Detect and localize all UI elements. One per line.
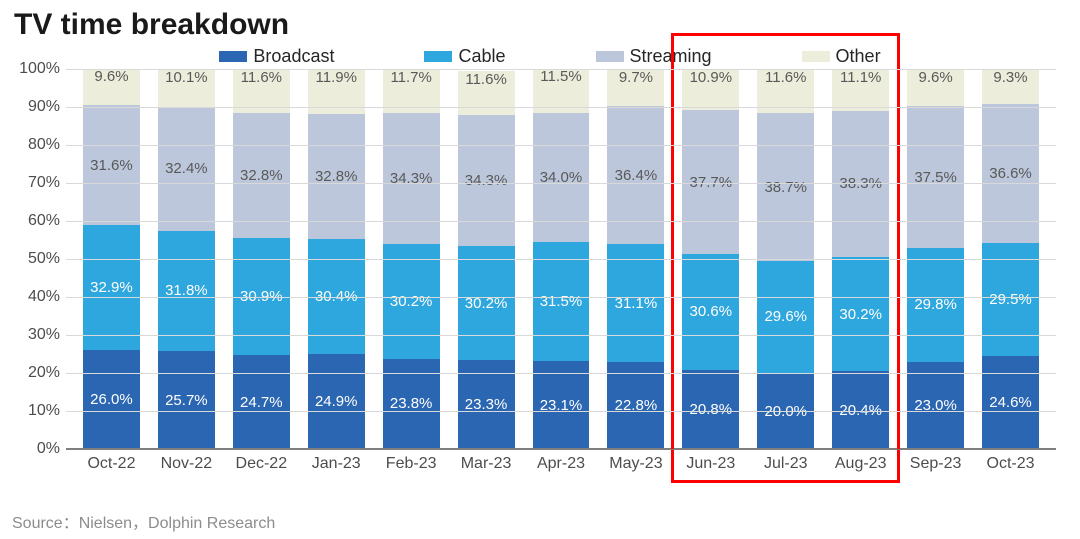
x-tick-label: May-23 bbox=[598, 455, 673, 473]
bar-segment-cable: 31.1% bbox=[607, 244, 664, 362]
bar-segment-broadcast: 22.8% bbox=[607, 362, 664, 449]
x-tick-label: Jan-23 bbox=[299, 455, 374, 473]
legend: Broadcast Cable Streaming Other bbox=[10, 46, 1070, 67]
x-tick-label: Nov-22 bbox=[149, 455, 224, 473]
bar-segment-cable: 29.6% bbox=[757, 261, 814, 373]
bar-segment-streaming: 36.6% bbox=[982, 104, 1039, 243]
x-tick-label: Mar-23 bbox=[449, 455, 524, 473]
x-tick-label: Apr-23 bbox=[524, 455, 599, 473]
bar-segment-cable: 32.9% bbox=[83, 225, 140, 350]
y-tick-label: 80% bbox=[28, 136, 66, 154]
gridline bbox=[66, 335, 1056, 336]
bar-segment-cable: 30.2% bbox=[383, 244, 440, 359]
x-tick-label: Aug-23 bbox=[823, 455, 898, 473]
bar-segment-streaming: 34.3% bbox=[383, 113, 440, 243]
bar-segment-broadcast: 26.0% bbox=[83, 350, 140, 449]
chart-area: 26.0%32.9%31.6%9.6%25.7%31.8%32.4%10.1%2… bbox=[66, 69, 1056, 489]
y-tick-label: 70% bbox=[28, 174, 66, 192]
bar-segment-cable: 29.8% bbox=[907, 248, 964, 361]
legend-swatch bbox=[424, 51, 452, 62]
bar-segment-broadcast: 23.0% bbox=[907, 362, 964, 449]
bar-segment-broadcast: 20.8% bbox=[682, 370, 739, 449]
bar-segment-streaming: 36.4% bbox=[607, 106, 664, 244]
chart-container: TV time breakdown Broadcast Cable Streamin… bbox=[0, 0, 1080, 539]
gridline bbox=[66, 69, 1056, 70]
y-tick-label: 0% bbox=[37, 440, 66, 458]
legend-item: Cable bbox=[424, 46, 505, 67]
bar-segment-cable: 31.8% bbox=[158, 231, 215, 352]
bar-segment-cable: 30.2% bbox=[458, 246, 515, 361]
y-tick-label: 10% bbox=[28, 402, 66, 420]
y-tick-label: 40% bbox=[28, 288, 66, 306]
legend-label: Broadcast bbox=[253, 46, 334, 67]
x-tick-label: Oct-23 bbox=[973, 455, 1048, 473]
gridline bbox=[66, 297, 1056, 298]
gridline bbox=[66, 449, 1056, 450]
legend-swatch bbox=[802, 51, 830, 62]
gridline bbox=[66, 183, 1056, 184]
bar-segment-broadcast: 24.9% bbox=[308, 354, 365, 449]
y-tick-label: 50% bbox=[28, 250, 66, 268]
bar-segment-streaming: 32.8% bbox=[233, 113, 290, 238]
legend-label: Cable bbox=[458, 46, 505, 67]
legend-item: Other bbox=[802, 46, 881, 67]
legend-item: Streaming bbox=[596, 46, 712, 67]
x-axis-labels: Oct-22Nov-22Dec-22Jan-23Feb-23Mar-23Apr-… bbox=[66, 449, 1056, 473]
legend-item: Broadcast bbox=[219, 46, 334, 67]
gridline bbox=[66, 373, 1056, 374]
bar-segment-broadcast: 24.6% bbox=[982, 356, 1039, 449]
y-tick-label: 60% bbox=[28, 212, 66, 230]
bar-segment-streaming: 31.6% bbox=[83, 105, 140, 225]
bar-segment-streaming: 38.7% bbox=[757, 113, 814, 260]
y-tick-label: 20% bbox=[28, 364, 66, 382]
gridline bbox=[66, 411, 1056, 412]
chart-title: TV time breakdown bbox=[14, 8, 1070, 42]
y-tick-label: 100% bbox=[19, 60, 66, 78]
plot-area: 26.0%32.9%31.6%9.6%25.7%31.8%32.4%10.1%2… bbox=[66, 69, 1056, 449]
gridline bbox=[66, 107, 1056, 108]
bar-segment-cable: 30.2% bbox=[832, 257, 889, 372]
legend-swatch bbox=[596, 51, 624, 62]
legend-label: Streaming bbox=[630, 46, 712, 67]
source-label: Source：Nielsen，Dolphin Research bbox=[12, 509, 275, 533]
bar-segment-cable: 30.6% bbox=[682, 254, 739, 370]
bar-segment-streaming: 34.3% bbox=[458, 115, 515, 245]
bar-segment-streaming: 32.4% bbox=[158, 107, 215, 230]
y-tick-label: 90% bbox=[28, 98, 66, 116]
bar-segment-streaming: 37.5% bbox=[907, 106, 964, 249]
x-tick-label: Sep-23 bbox=[898, 455, 973, 473]
x-tick-label: Oct-22 bbox=[74, 455, 149, 473]
bar-segment-cable: 29.5% bbox=[982, 243, 1039, 355]
gridline bbox=[66, 259, 1056, 260]
gridline bbox=[66, 145, 1056, 146]
legend-label: Other bbox=[836, 46, 881, 67]
bar-segment-broadcast: 24.7% bbox=[233, 355, 290, 449]
x-tick-label: Dec-22 bbox=[224, 455, 299, 473]
x-tick-label: Jul-23 bbox=[748, 455, 823, 473]
y-tick-label: 30% bbox=[28, 326, 66, 344]
x-tick-label: Jun-23 bbox=[673, 455, 748, 473]
legend-swatch bbox=[219, 51, 247, 62]
x-tick-label: Feb-23 bbox=[374, 455, 449, 473]
bar-segment-streaming: 34.0% bbox=[533, 113, 590, 242]
bar-segment-broadcast: 23.1% bbox=[533, 361, 590, 449]
bar-segment-broadcast: 25.7% bbox=[158, 351, 215, 449]
gridline bbox=[66, 221, 1056, 222]
